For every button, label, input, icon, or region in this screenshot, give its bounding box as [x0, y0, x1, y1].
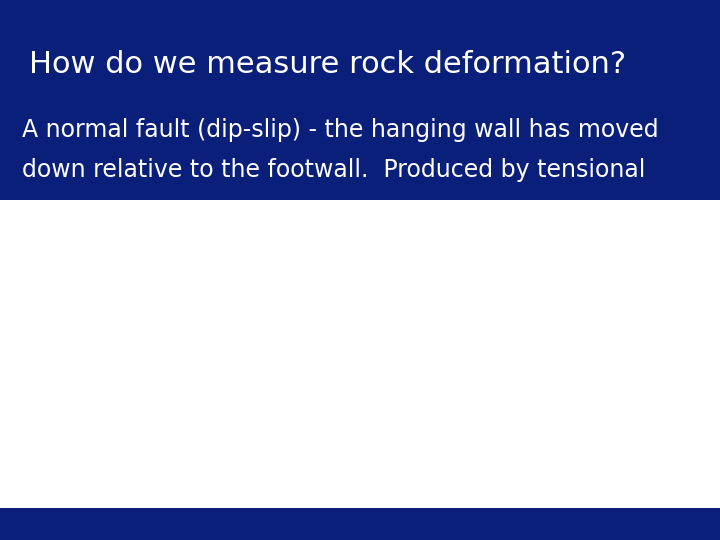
Polygon shape: [345, 210, 714, 242]
Polygon shape: [285, 291, 340, 477]
Bar: [345, 210, 714, 500]
Polygon shape: [10, 235, 200, 275]
Polygon shape: [140, 356, 285, 368]
Polygon shape: [345, 379, 465, 429]
Text: Fault plane: Fault plane: [145, 207, 199, 217]
Text: Footwall: Footwall: [15, 321, 55, 331]
Text: A normal fault (dip-slip) - the hanging wall has moved: A normal fault (dip-slip) - the hanging …: [22, 118, 658, 141]
Polygon shape: [345, 227, 714, 288]
Polygon shape: [140, 477, 285, 497]
Text: Dip-slip faults: Dip-slip faults: [5, 207, 87, 217]
Polygon shape: [145, 286, 200, 346]
Polygon shape: [140, 331, 285, 477]
Polygon shape: [345, 281, 714, 311]
Polygon shape: [345, 353, 475, 399]
Polygon shape: [140, 376, 285, 396]
Polygon shape: [345, 301, 714, 489]
Polygon shape: [435, 388, 545, 449]
Text: Hanging
wall: Hanging wall: [170, 406, 211, 428]
Polygon shape: [285, 336, 340, 396]
Polygon shape: [345, 210, 714, 301]
Polygon shape: [140, 291, 340, 331]
Text: Normal
fault: Normal fault: [5, 422, 48, 443]
Text: Normal faults,
Mexico: Normal faults, Mexico: [250, 477, 319, 499]
Text: Copyright © 2006 Pearson Prentice Hall, Inc.: Copyright © 2006 Pearson Prentice Hall, …: [258, 487, 462, 496]
Text: tectonic forces.: tectonic forces.: [22, 201, 204, 225]
Polygon shape: [480, 318, 715, 388]
Polygon shape: [10, 326, 145, 346]
Polygon shape: [345, 278, 714, 353]
Text: Hanging wall down
and footwall up: Hanging wall down and footwall up: [248, 207, 341, 228]
Polygon shape: [285, 316, 340, 368]
Text: How do we measure rock deformation?: How do we measure rock deformation?: [29, 50, 626, 79]
Polygon shape: [145, 235, 200, 411]
Text: down relative to the footwall.  Produced by tensional: down relative to the footwall. Produced …: [22, 158, 645, 182]
Polygon shape: [395, 237, 545, 262]
Polygon shape: [10, 275, 145, 411]
